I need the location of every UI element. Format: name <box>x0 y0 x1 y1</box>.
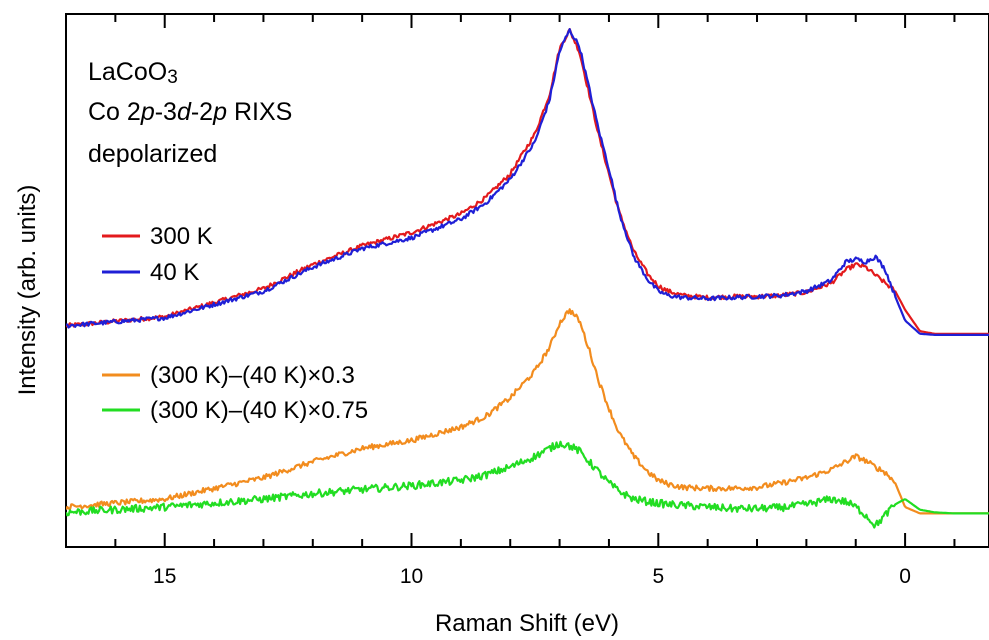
annotation-line-3: depolarized <box>88 140 217 168</box>
annotation-subscript: 3 <box>167 67 178 88</box>
series-line-2 <box>66 308 989 515</box>
axis-ticks <box>114 14 956 547</box>
annotation-block: LaCoO3 Co 2p-3d-2p RIXS depolarized <box>88 58 292 168</box>
annotation-line-2: Co 2p-3d-2p RIXS <box>88 98 292 126</box>
legend-label-diff-03: (300 K)–(40 K)×0.3 <box>150 362 355 389</box>
plot-area-frame <box>65 13 989 548</box>
x-axis-title: Raman Shift (eV) <box>435 610 619 637</box>
legend: 300 K 40 K (300 K)–(40 K)×0.3 (300 K)–(4… <box>102 223 368 424</box>
x-tick-label: 10 <box>400 565 423 588</box>
series-line-3 <box>66 440 989 529</box>
annotation-line-1: LaCoO3 <box>88 58 178 88</box>
x-tick-labels: 15 10 5 0 <box>153 565 911 588</box>
series-line-0 <box>66 28 989 335</box>
x-tick-label: 15 <box>153 565 176 588</box>
x-tick-label: 5 <box>652 565 664 588</box>
series-line-1 <box>66 28 989 336</box>
legend-label-40k: 40 K <box>150 259 199 286</box>
x-tick-label: 0 <box>899 565 911 588</box>
series-lines <box>66 28 989 529</box>
legend-label-diff-075: (300 K)–(40 K)×0.75 <box>150 397 368 424</box>
y-axis-title: Intensity (arb. units) <box>14 185 41 396</box>
legend-label-300k: 300 K <box>150 223 213 250</box>
